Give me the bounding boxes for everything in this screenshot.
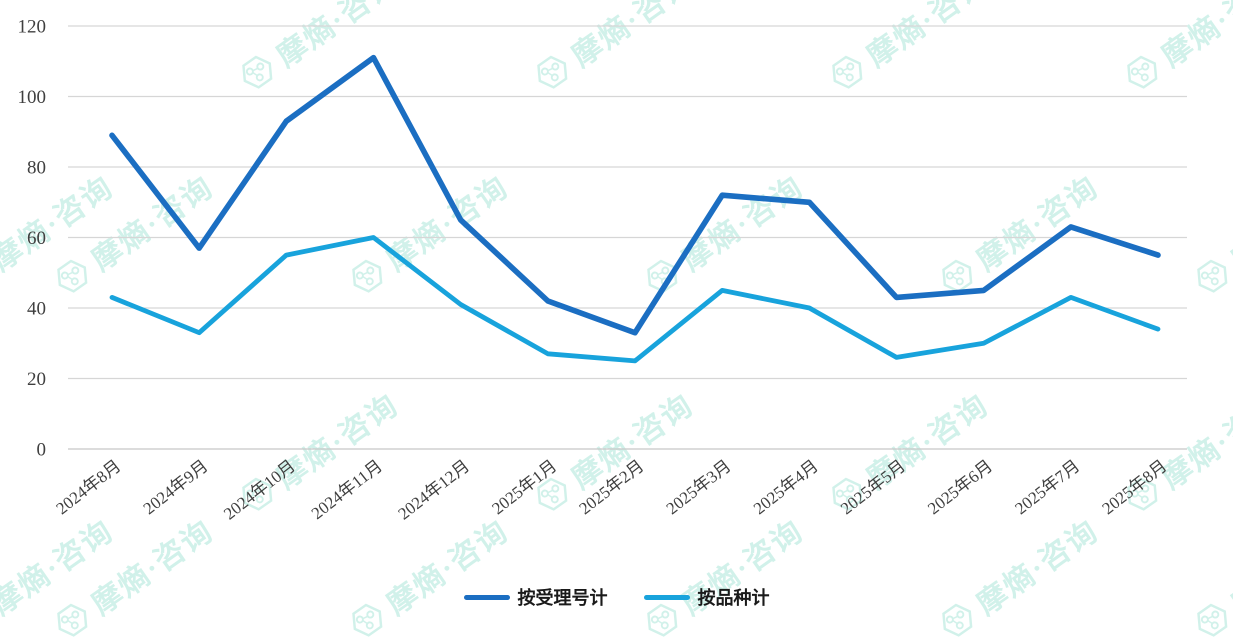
x-axis-label: 2025年6月: [924, 456, 996, 518]
series-line-0: [109, 54, 1161, 336]
legend-label-variety: 按品种计: [697, 588, 770, 608]
x-axis-label: 2025年7月: [1011, 456, 1083, 518]
x-axis-label: 2025年2月: [576, 456, 648, 518]
x-axis-labels: 2024年8月 2024年9月 2024年10月 2024年11月 2024年12月 20…: [52, 456, 1170, 523]
y-axis-label: 20: [27, 369, 46, 390]
legend-item-variety: 按品种计: [643, 584, 770, 610]
chart-legend: 按受理号计 按品种计: [0, 584, 1233, 610]
x-axis-label: 2024年12月: [394, 456, 473, 523]
x-axis-label: 2024年8月: [52, 456, 124, 518]
legend-swatch-accept-no: [463, 594, 510, 600]
gridlines: [68, 25, 1187, 450]
y-axis-label: 100: [18, 87, 47, 108]
x-axis-label: 2024年11月: [308, 456, 386, 523]
legend-swatch-variety: [643, 594, 690, 600]
x-axis-label: 2024年10月: [220, 456, 299, 523]
x-axis-label: 2025年1月: [488, 456, 560, 518]
y-axis-labels: 0 20 40 60 80 100 120: [18, 17, 47, 461]
y-axis-label: 0: [37, 440, 47, 461]
x-axis-label: 2025年5月: [837, 456, 909, 518]
legend-label-accept-no: 按受理号计: [517, 588, 608, 608]
x-axis-label: 2025年4月: [750, 456, 822, 518]
y-axis-label: 80: [27, 158, 46, 179]
x-axis-label: 2025年8月: [1099, 456, 1171, 518]
y-axis-label: 120: [18, 17, 47, 38]
x-axis-label: 2024年9月: [140, 456, 212, 518]
legend-item-accept-no: 按受理号计: [463, 584, 608, 610]
y-axis-label: 60: [27, 228, 46, 249]
series-line-1: [109, 235, 1161, 364]
x-axis-label: 2025年3月: [663, 456, 735, 518]
y-axis-label: 40: [27, 299, 46, 320]
